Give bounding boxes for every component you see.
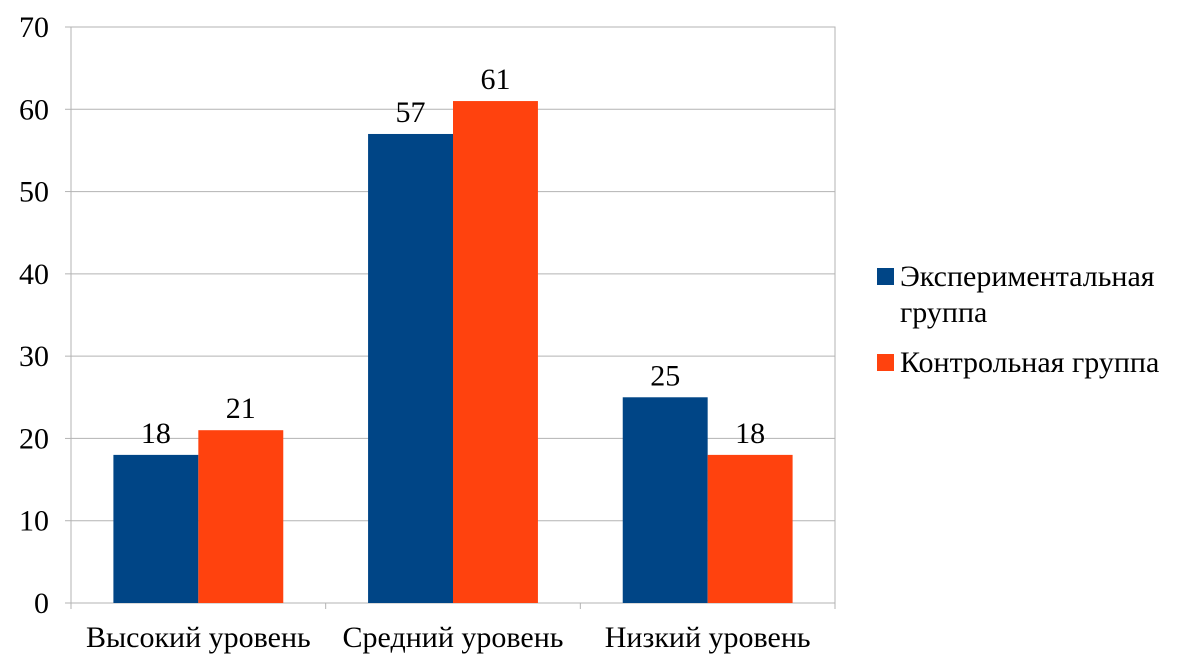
- y-tick-label: 50: [19, 176, 49, 209]
- legend-swatch: [877, 354, 894, 371]
- bar: [198, 430, 284, 603]
- legend-label: Контрольная группа: [900, 346, 1159, 379]
- legend-label: группа: [900, 296, 987, 329]
- y-tick-label: 40: [19, 258, 49, 291]
- y-tick-label: 0: [34, 587, 49, 620]
- category-label: Высокий уровень: [86, 621, 311, 654]
- y-tick-label: 20: [19, 422, 49, 455]
- bar: [113, 454, 199, 603]
- data-label: 61: [480, 63, 510, 96]
- data-label: 21: [226, 392, 256, 425]
- bar: [368, 133, 453, 603]
- bar: [453, 101, 538, 604]
- category-label: Низкий уровень: [605, 621, 811, 654]
- bar: [622, 397, 708, 603]
- bar: [707, 454, 793, 603]
- y-tick-label: 60: [19, 93, 49, 126]
- y-tick-label: 70: [19, 11, 49, 44]
- bars: [113, 101, 793, 604]
- category-labels: Высокий уровень Средний уровень Низкий уро…: [86, 621, 811, 654]
- legend-swatch: [877, 268, 894, 285]
- data-label: 57: [396, 96, 426, 129]
- y-tick-label: 10: [19, 505, 49, 538]
- data-labels: 18 21 57 61 25 18: [141, 63, 765, 450]
- data-label: 18: [735, 417, 765, 450]
- category-label: Средний уровень: [343, 621, 564, 654]
- data-label: 18: [141, 417, 171, 450]
- y-tick-labels: 0 10 20 30 40 50 60 70: [19, 11, 49, 620]
- legend-label: Экспериментальная: [900, 260, 1155, 293]
- data-label: 25: [650, 359, 680, 392]
- y-tick-label: 30: [19, 340, 49, 373]
